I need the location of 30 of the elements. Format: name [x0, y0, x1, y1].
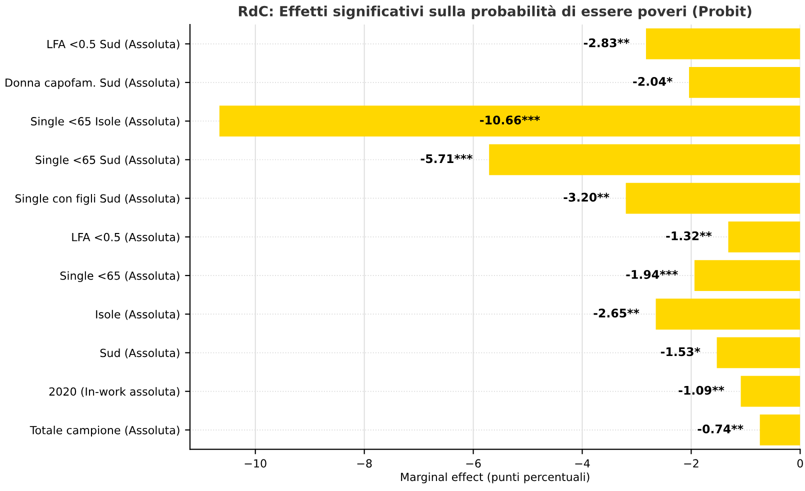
- y-tick-label: 2020 (In-work assoluta): [49, 387, 180, 398]
- x-tick-label: −4: [575, 459, 590, 468]
- data-label: -2.04*: [633, 76, 672, 86]
- data-label: -0.74**: [698, 424, 744, 434]
- data-label: -1.53*: [660, 347, 700, 356]
- data-label: -3.20**: [564, 192, 610, 202]
- chart-title: RdC: Effetti significativi sulla probabilità di essere poveri (Probit): [238, 5, 752, 20]
- y-tick-label: Isole (Assoluta): [96, 310, 180, 320]
- y-tick-label: Single <65 Isole (Assoluta): [31, 116, 180, 128]
- x-tick-label: −8: [357, 459, 372, 468]
- y-tick-label: Sud (Assoluta): [100, 348, 180, 358]
- data-label: -5.71***: [420, 154, 473, 164]
- x-axis-title: Marginal effect (punti percentuali): [401, 472, 590, 484]
- data-label: -1.94***: [626, 270, 678, 279]
- x-tick-label: −10: [244, 459, 266, 468]
- y-tick-label: LFA <0.5 Sud (Assoluta): [48, 40, 180, 50]
- y-tick-label: LFA <0.5 (Assoluta): [72, 232, 180, 243]
- y-tick-label: Donna capofam. Sud (Assoluta): [6, 78, 180, 89]
- y-tick-label: Totale campione (Assoluta): [30, 426, 180, 436]
- data-label: -10.66***: [480, 116, 540, 124]
- x-tick-label: −6: [466, 459, 481, 468]
- data-label: -1.09**: [678, 386, 724, 395]
- x-tick-label: −2: [684, 459, 698, 468]
- x-tick-label: 0: [797, 459, 803, 468]
- y-tick-label: Single con figli Sud (Assoluta): [15, 194, 180, 205]
- y-tick-label: Single <65 (Assoluta): [60, 271, 180, 282]
- data-label: -2.83**: [584, 38, 630, 48]
- data-label: -2.65**: [594, 308, 640, 318]
- y-tick-label: Single <65 Sud (Assoluta): [36, 155, 180, 166]
- data-label: -1.32**: [666, 231, 712, 240]
